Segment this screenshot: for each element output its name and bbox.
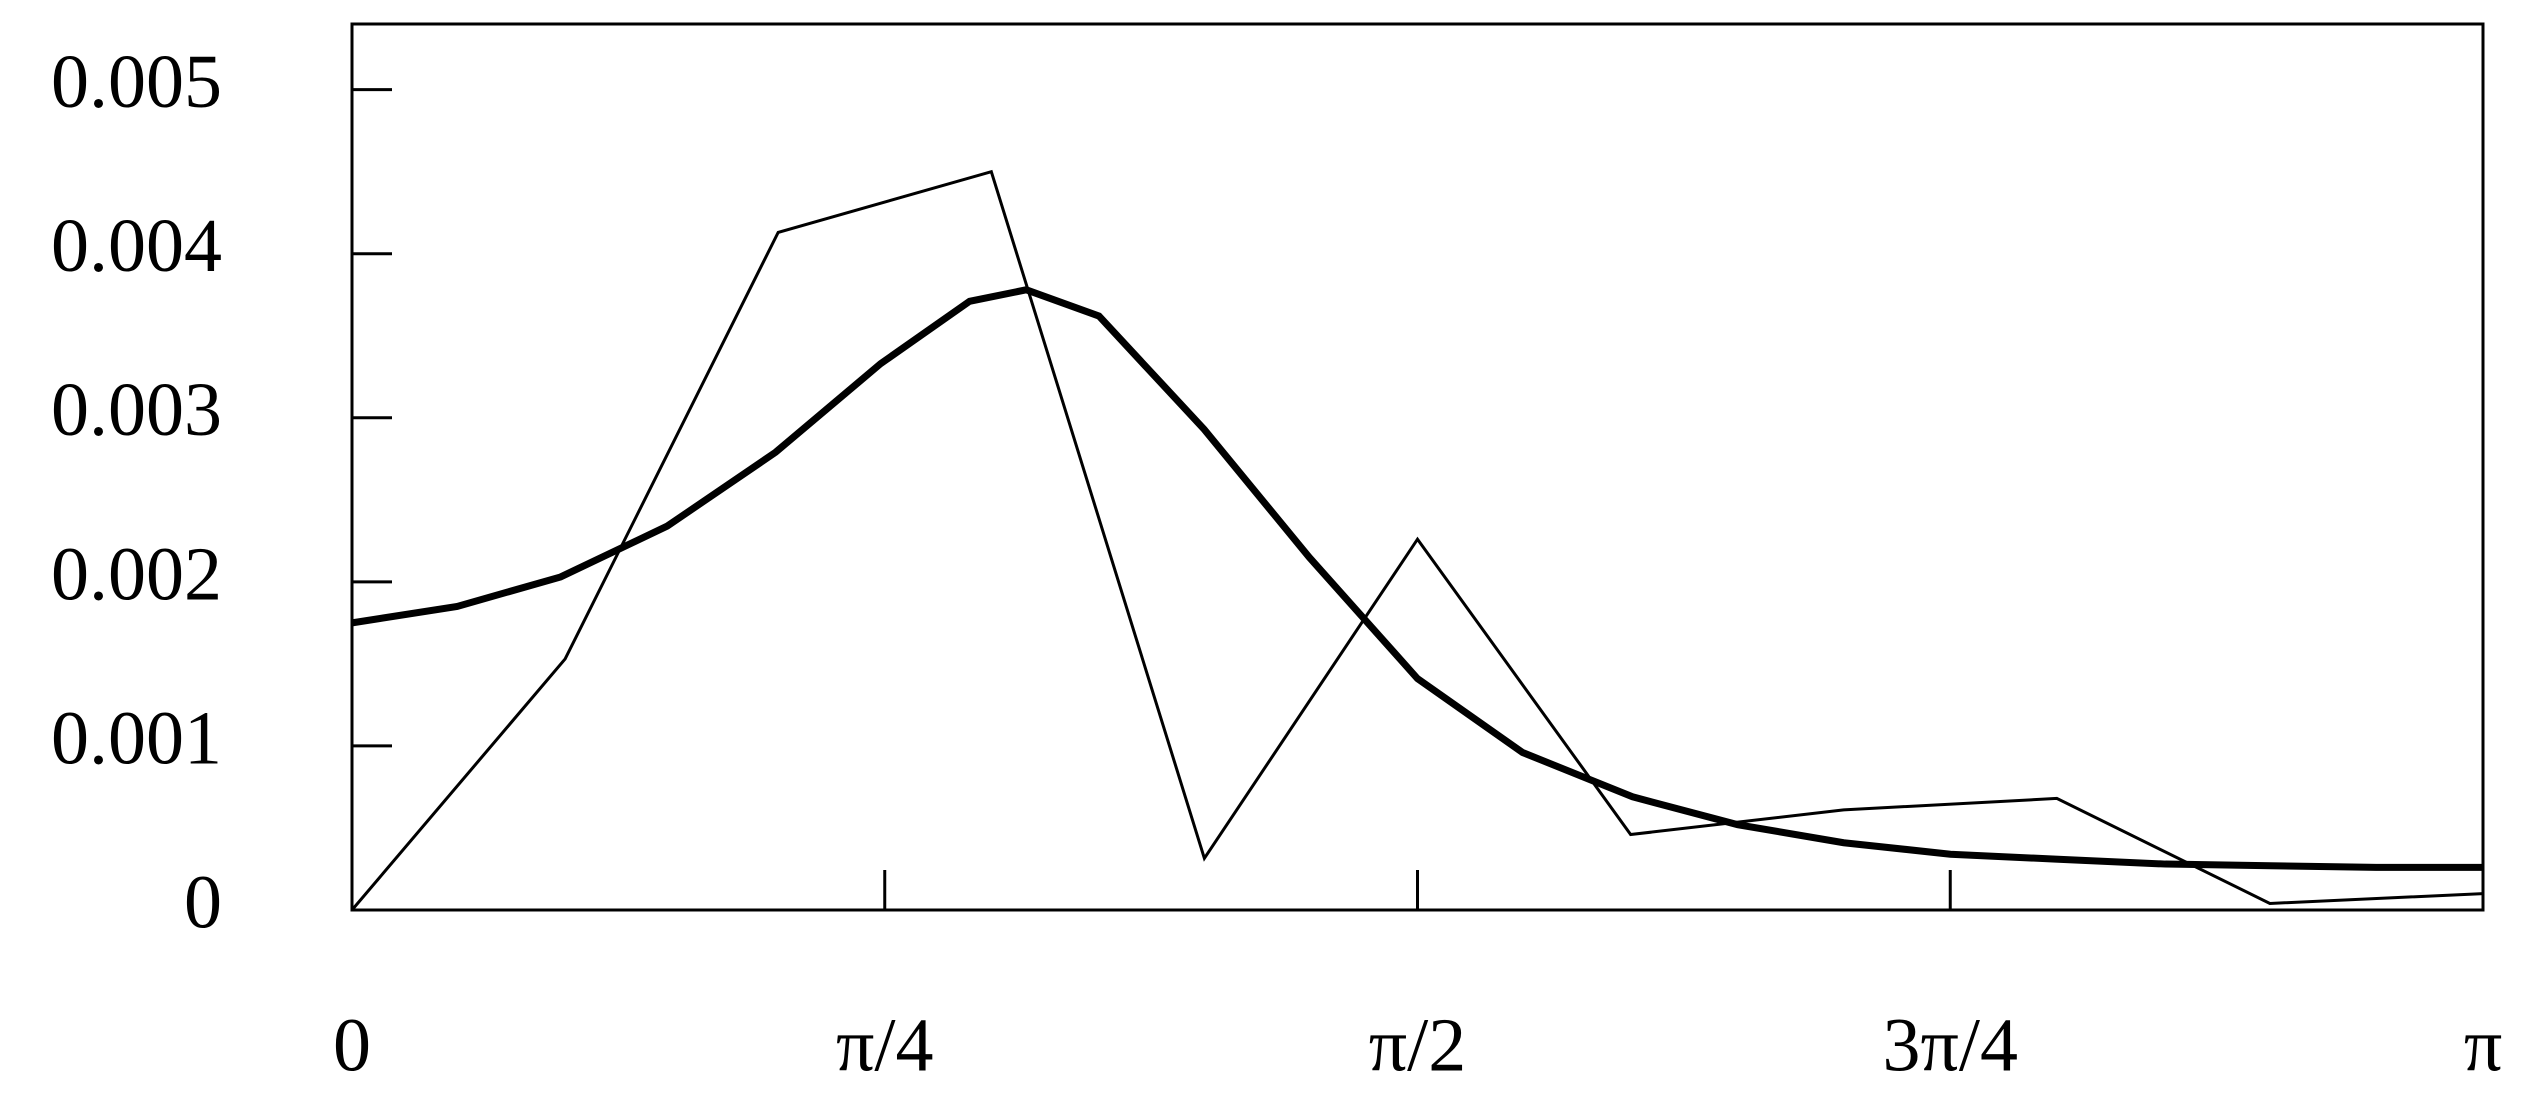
- line-series: [351, 286, 2483, 871]
- x-tick-label: 3π/4: [1883, 1003, 2019, 1087]
- y-tick-label: 0.004: [51, 204, 222, 288]
- y-tick-label: 0.002: [51, 532, 222, 616]
- line-series: [350, 169, 2484, 911]
- y-tick-label: 0: [184, 860, 222, 944]
- y-tick-label: 0.003: [51, 368, 222, 452]
- x-tick-label: π/4: [836, 1003, 934, 1087]
- plot-frame: [350, 22, 2485, 912]
- y-tick-label: 0.001: [51, 696, 222, 780]
- y-tick-label: 0.005: [51, 40, 222, 124]
- x-tick-label: π/2: [1369, 1003, 1467, 1087]
- x-tick-label: 0: [333, 1003, 371, 1087]
- x-tick-label: π: [2464, 1003, 2502, 1087]
